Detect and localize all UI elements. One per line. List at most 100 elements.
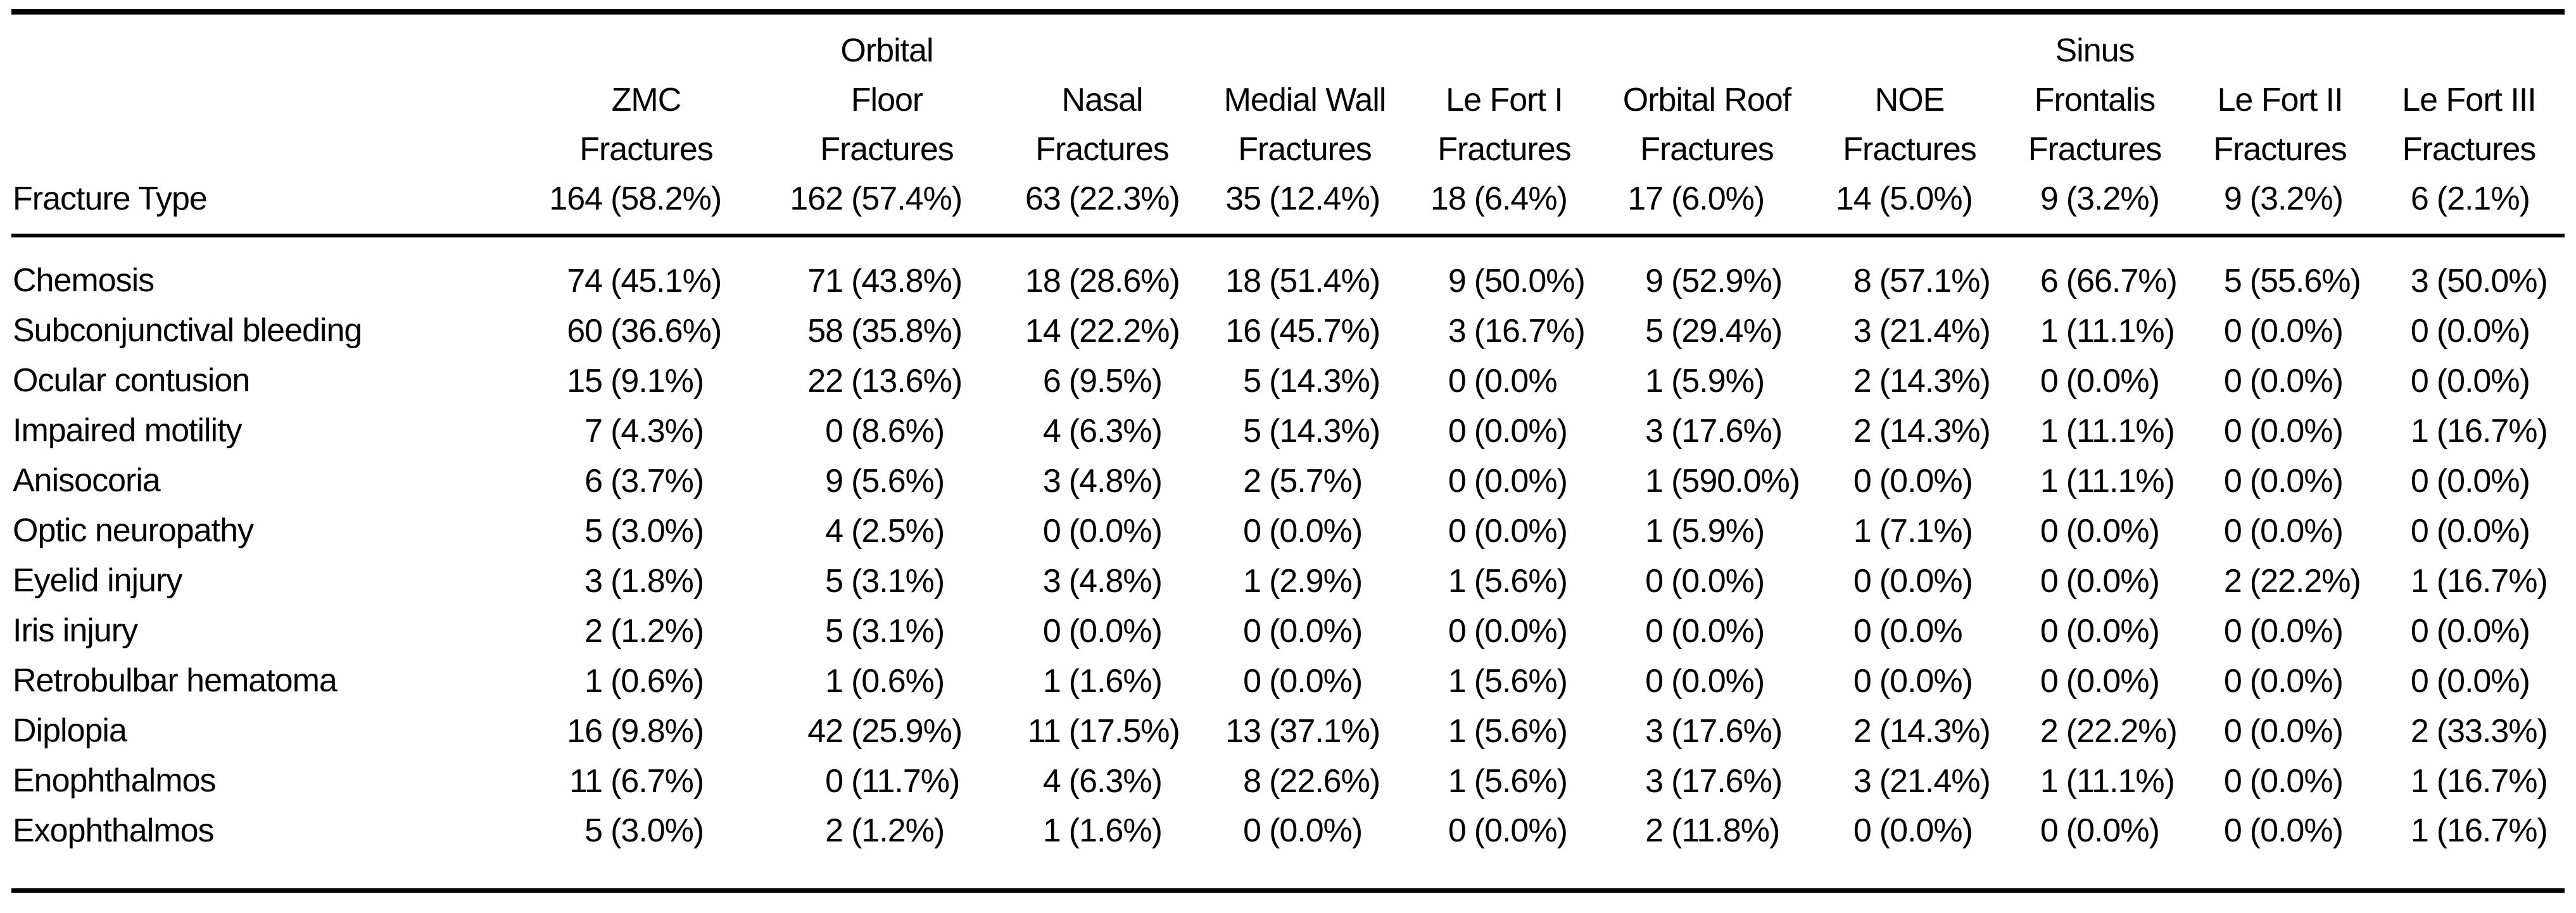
cell-percent: (0.0%) <box>2436 462 2530 500</box>
cell-percent: (0.0%) <box>2066 812 2160 849</box>
column-header: Nasal Fractures 63 (22.3%) <box>1006 11 1199 237</box>
column-name-line: Fractures <box>1640 131 1774 168</box>
cell-value: 16 (9.8%) <box>547 707 745 756</box>
cell-percent: (17.6%) <box>1671 762 1783 800</box>
cell-count: 0 <box>1645 562 1664 600</box>
cell-percent: (0.0%) <box>2249 312 2344 349</box>
table-cell: 74 (45.1%) <box>524 236 768 306</box>
cell-value: 1 (5.9%) <box>1608 507 1805 556</box>
cell-count: 2 <box>1853 712 1872 750</box>
cell-count: 0 <box>1042 612 1061 650</box>
column-name-line: Fractures <box>2028 131 2162 168</box>
cell-value: 18 (28.6%) <box>1006 256 1203 306</box>
cell-count: 1 <box>1448 662 1467 700</box>
table-cell: 0 (0.0%) <box>1411 456 1598 506</box>
cell-percent: (9.8%) <box>610 712 704 750</box>
table-cell: 1 (0.6%) <box>768 656 1006 706</box>
table-cell: 2 (22.2%) <box>2187 556 2373 606</box>
row-label: Subconjunctival bleeding <box>13 312 362 349</box>
table-cell: 0 (0.0%) <box>2187 306 2373 356</box>
cell-value: 0 (0.0%) <box>2187 806 2384 855</box>
cell-percent: (0.0%) <box>2436 362 2530 400</box>
table-cell: 0 (0.0%) <box>2003 806 2187 891</box>
table-row: Enophthalmos 11 (6.7%) 0 (11.7%) 4 (6.3%) 8 (22.… <box>11 756 2565 806</box>
cell-count: 0 <box>1042 512 1061 550</box>
cell-value: 22 (13.6%) <box>788 356 985 406</box>
cell-percent: (58.2%) <box>610 180 722 217</box>
table-cell: 3 (4.8%) <box>1006 456 1199 506</box>
table-cell: 0 (0.0%) <box>2187 706 2373 756</box>
table-cell: 5 (55.6%) <box>2187 236 2373 306</box>
table-cell: 18 (51.4%) <box>1199 236 1411 306</box>
cell-count: 16 <box>1225 312 1261 349</box>
table-cell: 0 (0.0%) <box>1199 506 1411 556</box>
table-cell: 13 (37.1%) <box>1199 706 1411 756</box>
table-cell: 1 (7.1%) <box>1816 506 2003 556</box>
cell-value: 14 (22.2%) <box>1006 306 1203 356</box>
cell-percent: (29.4%) <box>1671 312 1783 349</box>
cell-count: 0 <box>2410 312 2429 349</box>
cell-count: 1 <box>2040 762 2059 800</box>
cell-count: 8 <box>1243 762 1261 800</box>
table-cell: 0 (0.0%) <box>2373 506 2565 556</box>
cell-percent: (0.6%) <box>851 662 945 700</box>
column-name-line: Fractures <box>1035 131 1170 168</box>
table-cell: 5 (29.4%) <box>1598 306 1816 356</box>
cell-count: 0 <box>1853 662 1872 700</box>
cell-count: 0 <box>1448 462 1467 500</box>
cell-count: 0 <box>1448 412 1467 450</box>
cell-count: 0 <box>2040 662 2059 700</box>
cell-value: 2 (22.2%) <box>2003 707 2200 756</box>
column-name-line: Fractures <box>1437 131 1572 168</box>
table-cell: 3 (50.0%) <box>2373 236 2565 306</box>
cell-percent: (57.1%) <box>1879 263 1991 299</box>
table-row: Iris injury 2 (1.2%) 5 (3.1%) 0 (0.0%) 0 (0.0%) 0… <box>11 606 2565 656</box>
table-cell: 5 (3.0%) <box>524 506 768 556</box>
cell-count: 1 <box>1448 562 1467 600</box>
cell-value: 5 (55.6%) <box>2187 256 2384 306</box>
cell-percent: (9.1%) <box>610 362 704 400</box>
cell-value: 1 (16.7%) <box>2373 757 2571 806</box>
cell-count: 0 <box>2223 812 2242 849</box>
cell-value: 8 (22.6%) <box>1206 757 1403 806</box>
table-cell: 0 (0.0%) <box>1816 806 2003 891</box>
table-cell: 0 (0.0%) <box>1816 456 2003 506</box>
row-label: Ocular contusion <box>13 362 250 399</box>
cell-percent: (11.1%) <box>2066 312 2175 349</box>
cell-count: 1 <box>2410 412 2429 450</box>
cell-percent: (5.6%) <box>1474 712 1568 750</box>
cell-value: 0 (0.0%) <box>2187 457 2384 506</box>
cell-count: 0 <box>2223 362 2242 400</box>
cell-percent: (22.6%) <box>1269 762 1380 800</box>
row-label: Retrobulbar hematoma <box>13 662 338 699</box>
table-cell: 0 (0.0%) <box>2187 656 2373 706</box>
ocular-findings-by-fracture-type-table: Fracture Type ZMC Fractures 164 (58.2%) Orbi… <box>11 9 2565 893</box>
table-cell: 0 (0.0%) <box>2373 356 2565 406</box>
table-cell: 6 (9.5%) <box>1006 356 1199 406</box>
cell-value: 1 (1.6%) <box>1006 806 1203 855</box>
cell-count: 2 <box>584 612 603 650</box>
table-cell: 18 (28.6%) <box>1006 236 1199 306</box>
cell-percent: (16.7%) <box>1474 312 1586 349</box>
table-cell: 16 (45.7%) <box>1199 306 1411 356</box>
cell-percent: (0.0%) <box>1474 412 1568 450</box>
cell-value: 6 (3.7%) <box>547 457 745 506</box>
cell-value: 5 (14.3%) <box>1206 406 1403 456</box>
cell-percent: (1.2%) <box>610 612 704 650</box>
cell-count: 18 <box>1025 263 1061 299</box>
cell-count: 0 <box>1243 612 1261 650</box>
cell-percent: (3.1%) <box>851 562 945 600</box>
table-cell: 6 (3.7%) <box>524 456 768 506</box>
cell-value: 0 (0.0%) <box>1608 607 1805 656</box>
cell-value: 9 (3.2%) <box>2003 174 2200 224</box>
cell-count: 42 <box>807 712 843 750</box>
cell-percent: (22.2%) <box>2066 712 2178 750</box>
cell-value: 16 (45.7%) <box>1206 306 1403 356</box>
table-cell: 0 (0.0%) <box>1816 656 2003 706</box>
cell-value: 58 (35.8%) <box>788 306 985 356</box>
cell-value: 1 (16.7%) <box>2373 406 2571 456</box>
cell-count: 58 <box>807 312 843 349</box>
cell-value: 3 (17.6%) <box>1608 707 1805 756</box>
cell-percent: (50.0%) <box>1474 263 1586 299</box>
column-header: Medial Wall Fractures 35 (12.4%) <box>1199 11 1411 237</box>
